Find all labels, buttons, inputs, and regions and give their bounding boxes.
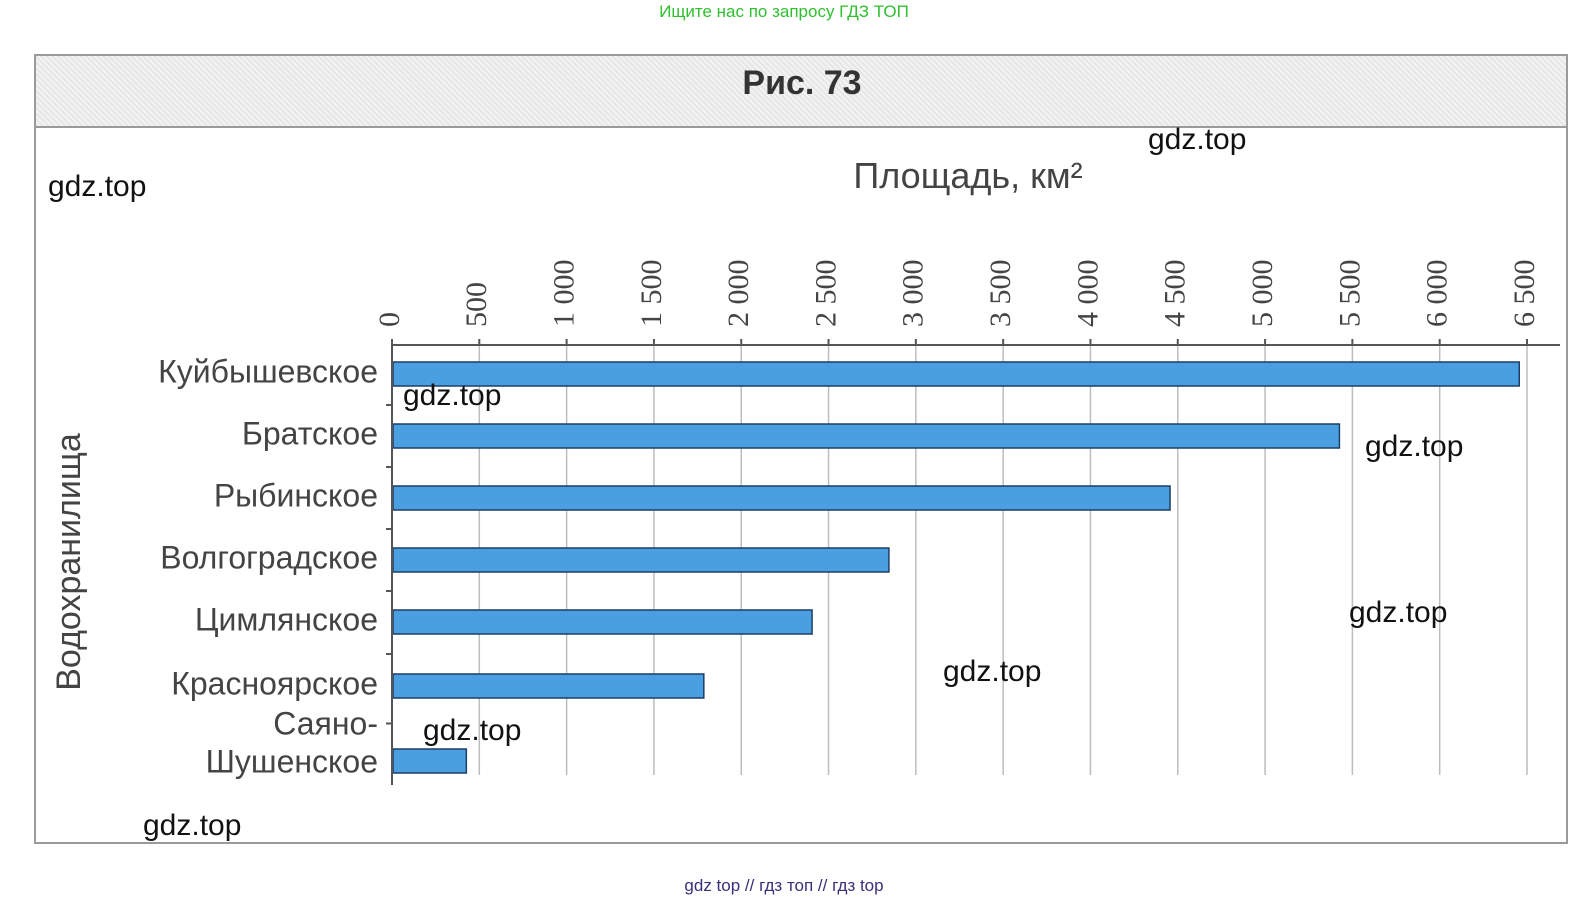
watermark: gdz.top: [143, 809, 242, 842]
bar: [392, 748, 468, 774]
category-label: Красноярское: [171, 665, 378, 701]
tick-labels: 0 500 1 000 1 500 2 000 2 500 3 000 3 500 4 000 4…: [373, 260, 1541, 328]
watermark: gdz.top: [943, 655, 1042, 688]
watermark: gdz.top: [403, 379, 502, 412]
tick-label: 6 000: [1421, 260, 1454, 328]
tick-label: 5 500: [1333, 260, 1366, 328]
watermark: gdz.top: [1148, 123, 1247, 156]
search-hint-text: Ищите нас по запросу ГДЗ ТОП: [659, 2, 909, 21]
watermark: gdz.top: [1365, 430, 1464, 463]
figure-frame: Рис. 73: [34, 54, 1568, 844]
category-label: Шушенское: [206, 743, 378, 779]
watermark: gdz.top: [48, 170, 147, 203]
tick-label: 6 500: [1508, 260, 1541, 328]
y-axis-title: Водохранилища: [50, 433, 88, 691]
x-axis-title: Площадь, км²: [853, 155, 1082, 196]
tick-label: 1 500: [635, 260, 668, 328]
bar: [392, 423, 1341, 449]
bar: [392, 361, 1521, 387]
tick-label: 2 500: [809, 260, 842, 328]
tick-label: 500: [460, 282, 493, 327]
bar: [392, 547, 890, 573]
category-label: Рыбинское: [214, 477, 378, 513]
tick-label: 5 000: [1246, 260, 1279, 328]
tick-label: 3 500: [984, 260, 1017, 327]
category-label: Волгоградское: [160, 539, 378, 575]
category-label: Братское: [242, 415, 378, 451]
category-label: Цимлянское: [195, 601, 378, 637]
bar: [392, 673, 705, 699]
footer-text: gdz top // гдз топ // гдз top: [684, 876, 884, 895]
category-labels: Куйбышевское Братское Рыбинское Волгоградск…: [158, 353, 378, 779]
tick-label: 0: [373, 312, 406, 327]
category-label: Куйбышевское: [158, 353, 378, 389]
figure-header: [36, 56, 1566, 128]
tick-label: 4 500: [1159, 260, 1192, 328]
watermark: gdz.top: [423, 714, 522, 747]
bar: [392, 609, 813, 635]
bars: [392, 361, 1521, 774]
tick-label: 4 000: [1071, 260, 1104, 328]
axes: [386, 339, 1560, 785]
tick-label: 1 000: [548, 260, 581, 328]
category-label: Саяно-: [273, 705, 378, 741]
bar: [392, 485, 1171, 511]
tick-label: 3 000: [897, 260, 930, 328]
tick-label: 2 000: [722, 260, 755, 328]
figure-title: Рис. 73: [742, 64, 862, 102]
watermark: gdz.top: [1349, 596, 1448, 629]
